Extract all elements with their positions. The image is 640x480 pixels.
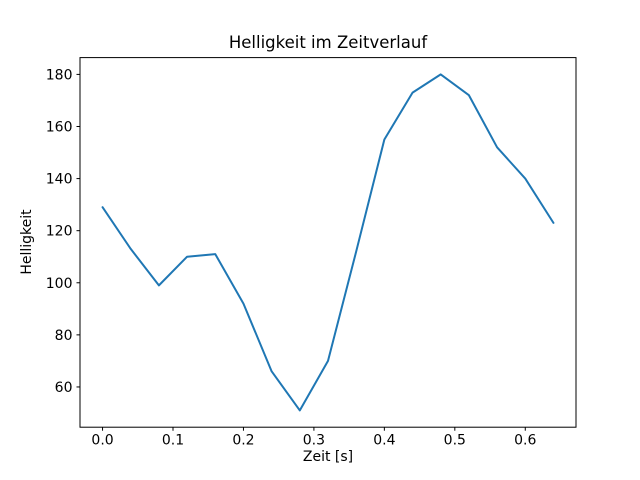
y-tick-label: 180 [46, 67, 73, 83]
plot-area [80, 57, 576, 428]
x-tick-label: 0.5 [444, 433, 466, 449]
x-axis-label: Zeit [s] [302, 449, 354, 465]
y-tick-label: 120 [46, 224, 73, 240]
axes-box [79, 57, 577, 428]
x-tick-label: 0.3 [303, 433, 325, 449]
x-tick-label: 0.1 [162, 433, 184, 449]
y-tick-label: 60 [55, 380, 73, 396]
data-line [101, 73, 555, 412]
chart-title: Helligkeit im Zeitverlauf [228, 33, 428, 52]
y-tick-label: 80 [55, 328, 73, 344]
x-tick-label: 0.0 [91, 433, 113, 449]
y-tick-label: 100 [46, 276, 73, 292]
y-tick-label: 140 [46, 172, 73, 188]
y-axis-label: Helligkeit [19, 209, 35, 275]
y-tick-label: 160 [46, 119, 73, 135]
x-tick-label: 0.4 [373, 433, 395, 449]
x-tick-label: 0.2 [232, 433, 254, 449]
x-tick-label: 0.6 [514, 433, 536, 449]
